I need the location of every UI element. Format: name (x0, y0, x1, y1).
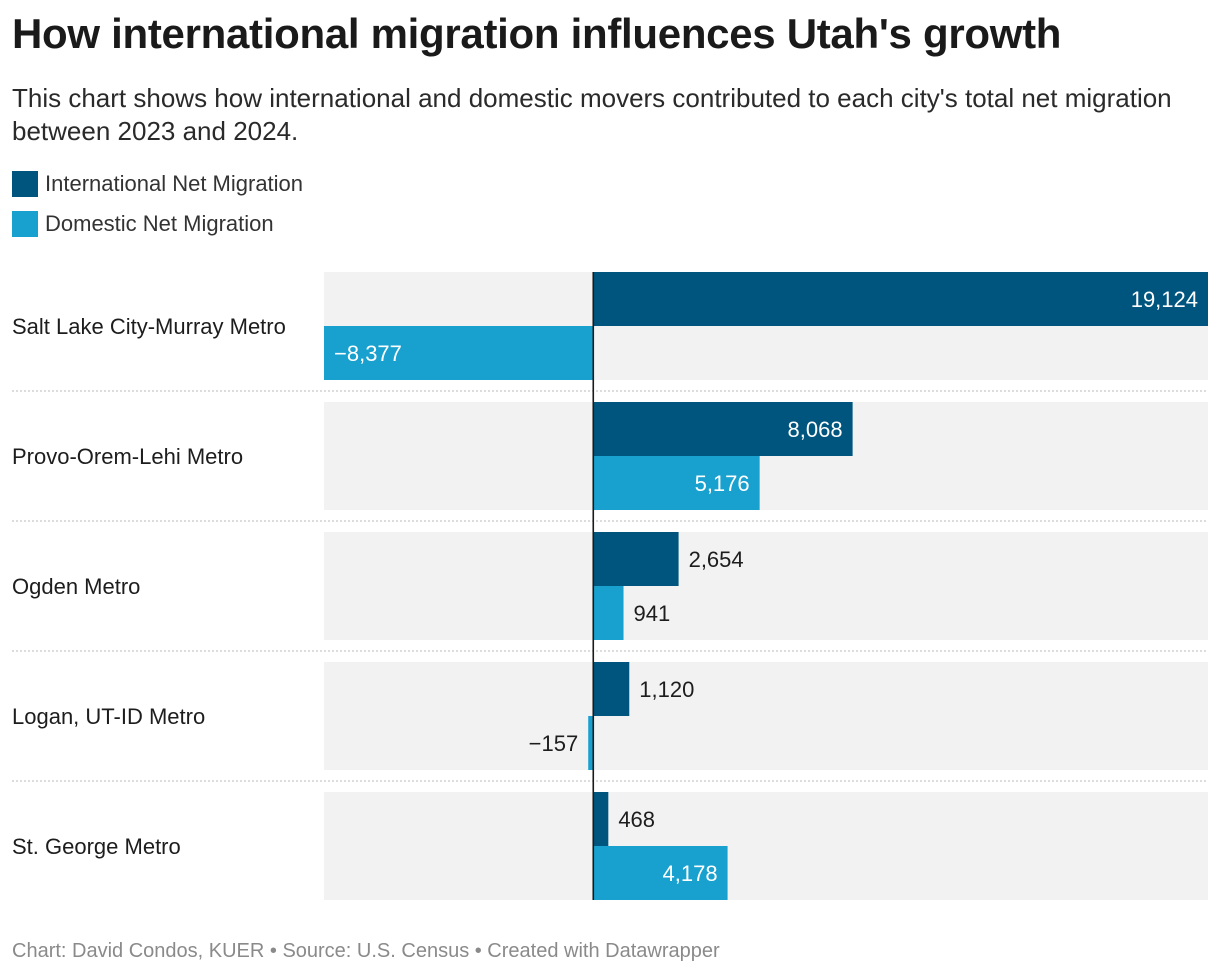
category-label: Salt Lake City-Murray Metro (12, 314, 286, 339)
domestic-bar-logan-ut-id-metro (588, 716, 594, 770)
domestic-bar-provo-orem-lehi-metro (593, 456, 760, 510)
category-label: Logan, UT-ID Metro (12, 704, 205, 729)
legend-swatch-international (12, 171, 38, 197)
international-bar-logan-ut-id-metro (593, 662, 630, 716)
legend-item-domestic: Domestic Net Migration (12, 210, 303, 238)
international-bar-st-george-metro (593, 792, 609, 846)
value-label: 5,176 (695, 471, 750, 496)
category-label: Provo-Orem-Lehi Metro (12, 444, 243, 469)
row-background-ogden-metro (324, 532, 1208, 640)
domestic-bar-ogden-metro (593, 586, 624, 640)
value-label: 8,068 (788, 417, 843, 442)
chart-footer: Chart: David Condos, KUER • Source: U.S.… (12, 940, 720, 962)
value-label: 468 (618, 807, 655, 832)
value-label: 19,124 (1131, 287, 1198, 312)
legend-item-international: International Net Migration (12, 170, 303, 198)
row-background-logan-ut-id-metro (324, 662, 1208, 770)
row-background-st-george-metro (324, 792, 1208, 900)
legend-label-domestic: Domestic Net Migration (45, 211, 274, 236)
value-label: 941 (634, 601, 671, 626)
international-bar-salt-lake-city-murray-metro (593, 272, 1208, 326)
domestic-bar-st-george-metro (593, 846, 728, 900)
value-label: 1,120 (639, 677, 694, 702)
international-bar-provo-orem-lehi-metro (593, 402, 853, 456)
value-label: 4,178 (663, 861, 718, 886)
legend-label-international: International Net Migration (45, 171, 304, 196)
domestic-bar-salt-lake-city-murray-metro (324, 326, 594, 380)
category-label: St. George Metro (12, 834, 181, 859)
chart-title: How international migration influences U… (12, 10, 1062, 57)
chart-subtitle: This chart shows how international and d… (12, 83, 1172, 146)
value-label: −8,377 (334, 341, 402, 366)
international-bar-ogden-metro (593, 532, 679, 586)
value-label: −157 (529, 731, 579, 756)
category-label: Ogden Metro (12, 574, 140, 599)
legend: International Net Migration Domestic Net… (12, 170, 303, 250)
legend-swatch-domestic (12, 211, 38, 237)
value-label: 2,654 (689, 547, 744, 572)
